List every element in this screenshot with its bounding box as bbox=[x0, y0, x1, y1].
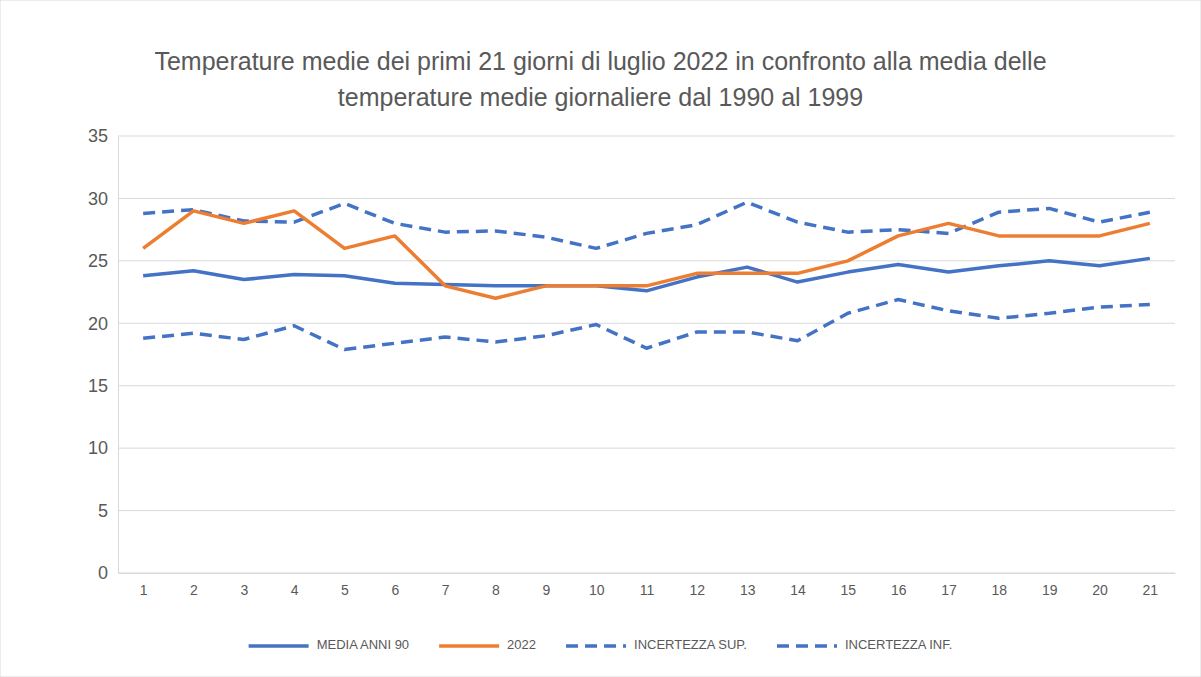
series-line bbox=[143, 300, 1150, 350]
x-tick-label: 15 bbox=[841, 582, 857, 598]
x-tick: 7 bbox=[442, 573, 450, 598]
y-tick-label: 35 bbox=[88, 126, 108, 146]
legend-label: INCERTEZZA SUP. bbox=[634, 637, 747, 652]
x-tick-label: 5 bbox=[341, 582, 349, 598]
y-tick-label: 30 bbox=[88, 189, 108, 209]
x-tick: 1 bbox=[140, 573, 148, 598]
legend-swatch bbox=[777, 644, 837, 648]
x-tick: 11 bbox=[640, 573, 655, 598]
grid bbox=[118, 136, 1175, 573]
x-tick-label: 19 bbox=[1042, 582, 1058, 598]
x-tick: 3 bbox=[240, 573, 248, 598]
grid-line bbox=[118, 260, 1175, 261]
y-tick: 5 bbox=[98, 501, 118, 521]
grid-line bbox=[118, 198, 1175, 199]
x-tick-label: 11 bbox=[640, 582, 655, 598]
x-tick: 12 bbox=[690, 573, 706, 598]
y-tick: 35 bbox=[88, 126, 118, 146]
legend-item: 2022 bbox=[439, 637, 536, 652]
x-tick-label: 16 bbox=[891, 582, 907, 598]
legend-swatch bbox=[249, 644, 309, 648]
x-tick-label: 3 bbox=[240, 582, 248, 598]
title-line: temperature medie giornaliere dal 1990 a… bbox=[338, 83, 863, 111]
y-tick-label: 15 bbox=[88, 376, 108, 396]
legend-item: MEDIA ANNI 90 bbox=[249, 637, 409, 652]
x-tick: 5 bbox=[341, 573, 349, 598]
grid-line bbox=[118, 573, 1175, 574]
x-tick: 16 bbox=[891, 573, 907, 598]
x-tick: 10 bbox=[589, 573, 605, 598]
series-line bbox=[143, 211, 1150, 298]
x-tick: 14 bbox=[790, 573, 806, 598]
x-tick: 6 bbox=[391, 573, 399, 598]
legend-label: 2022 bbox=[507, 637, 536, 652]
x-tick-label: 8 bbox=[492, 582, 500, 598]
legend-label: MEDIA ANNI 90 bbox=[317, 637, 409, 652]
x-tick: 20 bbox=[1092, 573, 1108, 598]
legend: MEDIA ANNI 90 2022 INCERTEZZA SUP. INCERTEZ… bbox=[249, 637, 953, 652]
y-tick: 20 bbox=[88, 314, 118, 334]
legend-label: INCERTEZZA INF. bbox=[845, 637, 952, 652]
x-tick-label: 9 bbox=[542, 582, 550, 598]
legend-item: INCERTEZZA SUP. bbox=[566, 637, 747, 652]
x-tick-label: 20 bbox=[1092, 582, 1108, 598]
legend-item: INCERTEZZA INF. bbox=[777, 637, 952, 652]
legend-swatch bbox=[566, 644, 626, 648]
grid-line bbox=[118, 136, 1175, 137]
x-tick: 4 bbox=[291, 573, 299, 598]
title: Temperature medie dei primi 21 giorni di… bbox=[154, 47, 1046, 111]
x-tick: 18 bbox=[992, 573, 1008, 598]
x-tick: 21 bbox=[1143, 573, 1159, 598]
chart: Temperature medie dei primi 21 giorni di… bbox=[0, 0, 1201, 677]
y-tick: 25 bbox=[88, 251, 118, 271]
x-tick: 2 bbox=[190, 573, 198, 598]
x-tick-label: 14 bbox=[790, 582, 806, 598]
x-axis: 123456789101112131415161718192021 bbox=[119, 573, 1176, 598]
x-tick-label: 17 bbox=[941, 582, 957, 598]
x-tick: 9 bbox=[542, 573, 550, 598]
x-tick-label: 6 bbox=[391, 582, 399, 598]
legend-swatch bbox=[439, 644, 499, 648]
x-tick: 13 bbox=[740, 573, 756, 598]
grid-line bbox=[118, 323, 1175, 324]
x-tick: 17 bbox=[941, 573, 957, 598]
y-tick-label: 5 bbox=[98, 501, 108, 521]
title-line: Temperature medie dei primi 21 giorni di… bbox=[154, 47, 1046, 75]
y-tick-label: 10 bbox=[88, 438, 108, 458]
y-axis: 0 5 10 15 20 25 30 35 bbox=[88, 126, 119, 583]
x-tick-label: 13 bbox=[740, 582, 756, 598]
x-tick: 8 bbox=[492, 573, 500, 598]
y-tick: 30 bbox=[88, 189, 118, 209]
x-axis-line bbox=[119, 573, 1176, 574]
x-tick-label: 10 bbox=[589, 582, 605, 598]
x-tick-label: 18 bbox=[992, 582, 1008, 598]
y-axis-line bbox=[118, 137, 119, 574]
y-tick: 10 bbox=[88, 438, 118, 458]
background bbox=[0, 0, 1201, 677]
grid-line bbox=[118, 448, 1175, 449]
x-tick: 19 bbox=[1042, 573, 1058, 598]
x-tick-label: 2 bbox=[190, 582, 198, 598]
x-tick-label: 1 bbox=[140, 582, 148, 598]
y-tick-label: 0 bbox=[98, 563, 108, 583]
series-line bbox=[143, 202, 1150, 248]
x-tick-label: 7 bbox=[442, 582, 450, 598]
grid-line bbox=[118, 510, 1175, 511]
x-tick-label: 12 bbox=[690, 582, 706, 598]
x-tick: 15 bbox=[841, 573, 857, 598]
y-tick: 0 bbox=[98, 563, 118, 583]
grid-line bbox=[118, 385, 1175, 386]
y-tick: 15 bbox=[88, 376, 118, 396]
x-tick-label: 4 bbox=[291, 582, 299, 598]
plot-area bbox=[143, 202, 1150, 349]
x-tick-label: 21 bbox=[1143, 582, 1159, 598]
y-tick-label: 20 bbox=[88, 314, 108, 334]
y-tick-label: 25 bbox=[88, 251, 108, 271]
